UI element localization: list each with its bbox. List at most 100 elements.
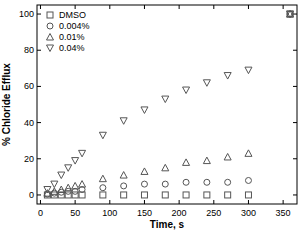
data-point [99, 175, 106, 182]
y-tick [293, 194, 297, 195]
x-tick [75, 5, 76, 9]
data-point [51, 188, 58, 195]
y-tick [37, 50, 41, 51]
data-point [287, 11, 293, 17]
legend-label: 0.01% [59, 32, 85, 42]
data-point [225, 179, 231, 185]
x-tick-label: 200 [172, 208, 187, 218]
data-point [100, 192, 106, 198]
data-point [162, 96, 169, 102]
data-point [183, 179, 189, 185]
x-tick-label: 0 [38, 208, 43, 218]
data-point [287, 11, 294, 17]
x-tick [179, 5, 180, 9]
data-point [141, 107, 148, 114]
data-point [51, 181, 58, 188]
x-tick [144, 5, 145, 9]
data-point [287, 11, 294, 17]
y-tick-label: 0 [29, 190, 34, 200]
legend: DMSO0.004%0.01%0.04% [47, 10, 90, 53]
data-point [99, 132, 106, 139]
y-tick [37, 158, 41, 159]
y-tick [293, 50, 297, 51]
data-point [72, 158, 79, 165]
data-point [203, 157, 210, 164]
y-tick [293, 158, 297, 159]
legend-label: DMSO [59, 10, 86, 20]
y-tick [37, 14, 41, 15]
data-point [79, 181, 86, 188]
data-point [44, 187, 51, 194]
x-tick [109, 200, 110, 204]
y-tick [293, 14, 297, 15]
x-axis-label: Time, s [150, 219, 185, 230]
data-point [287, 11, 293, 17]
chart: 050100150200250300350020406080100Time, s… [0, 0, 306, 235]
y-axis-label: % Chloride Efflux [1, 63, 12, 146]
x-tick [75, 200, 76, 204]
data-point [100, 185, 106, 191]
legend-label: 0.004% [59, 21, 90, 31]
x-tick [109, 5, 110, 9]
data-point [65, 165, 72, 172]
y-tick [37, 86, 41, 87]
x-tick-label: 50 [70, 208, 80, 218]
data-point [162, 181, 168, 187]
x-tick [179, 200, 180, 204]
x-tick [248, 5, 249, 9]
y-tick-label: 60 [24, 81, 34, 91]
data-point [141, 192, 147, 198]
x-tick-label: 100 [102, 208, 117, 218]
legend-label: 0.04% [59, 43, 85, 53]
y-tick [293, 86, 297, 87]
data-point [183, 159, 190, 166]
data-point [225, 192, 231, 198]
legend-marker [47, 12, 53, 18]
data-point [120, 172, 127, 179]
data-point [58, 172, 65, 179]
y-tick-label: 40 [24, 118, 34, 128]
data-point [141, 168, 148, 175]
y-tick [37, 194, 41, 195]
data-point [65, 188, 71, 194]
data-point [224, 153, 231, 160]
plot-frame [37, 5, 297, 204]
data-point [162, 164, 169, 171]
plot-area [44, 11, 294, 198]
data-point [245, 150, 252, 157]
data-point [141, 181, 147, 187]
x-tick [283, 200, 284, 204]
x-tick [40, 5, 41, 9]
data-point [204, 179, 210, 185]
data-point [204, 192, 210, 198]
y-tick [293, 122, 297, 123]
data-point [58, 186, 65, 193]
data-point [162, 192, 168, 198]
data-point [224, 73, 231, 80]
x-tick [213, 5, 214, 9]
x-tick-label: 250 [206, 208, 221, 218]
data-point [245, 177, 251, 183]
data-point [79, 150, 86, 157]
x-tick [213, 200, 214, 204]
x-tick-label: 150 [137, 208, 152, 218]
x-tick-label: 300 [241, 208, 256, 218]
x-tick [40, 200, 41, 204]
y-tick [37, 122, 41, 123]
x-tick [144, 200, 145, 204]
data-point [72, 182, 79, 189]
data-point [203, 80, 210, 87]
data-point [121, 183, 127, 189]
legend-marker [47, 45, 54, 52]
data-point [65, 184, 72, 191]
data-point [183, 192, 189, 198]
data-point [120, 118, 127, 125]
x-tick [248, 200, 249, 204]
data-point [183, 87, 190, 94]
y-tick-label: 100 [19, 9, 34, 19]
x-tick [283, 5, 284, 9]
data-point [121, 192, 127, 198]
y-tick-label: 80 [24, 45, 34, 55]
legend-marker [47, 23, 53, 29]
data-point [245, 192, 251, 198]
